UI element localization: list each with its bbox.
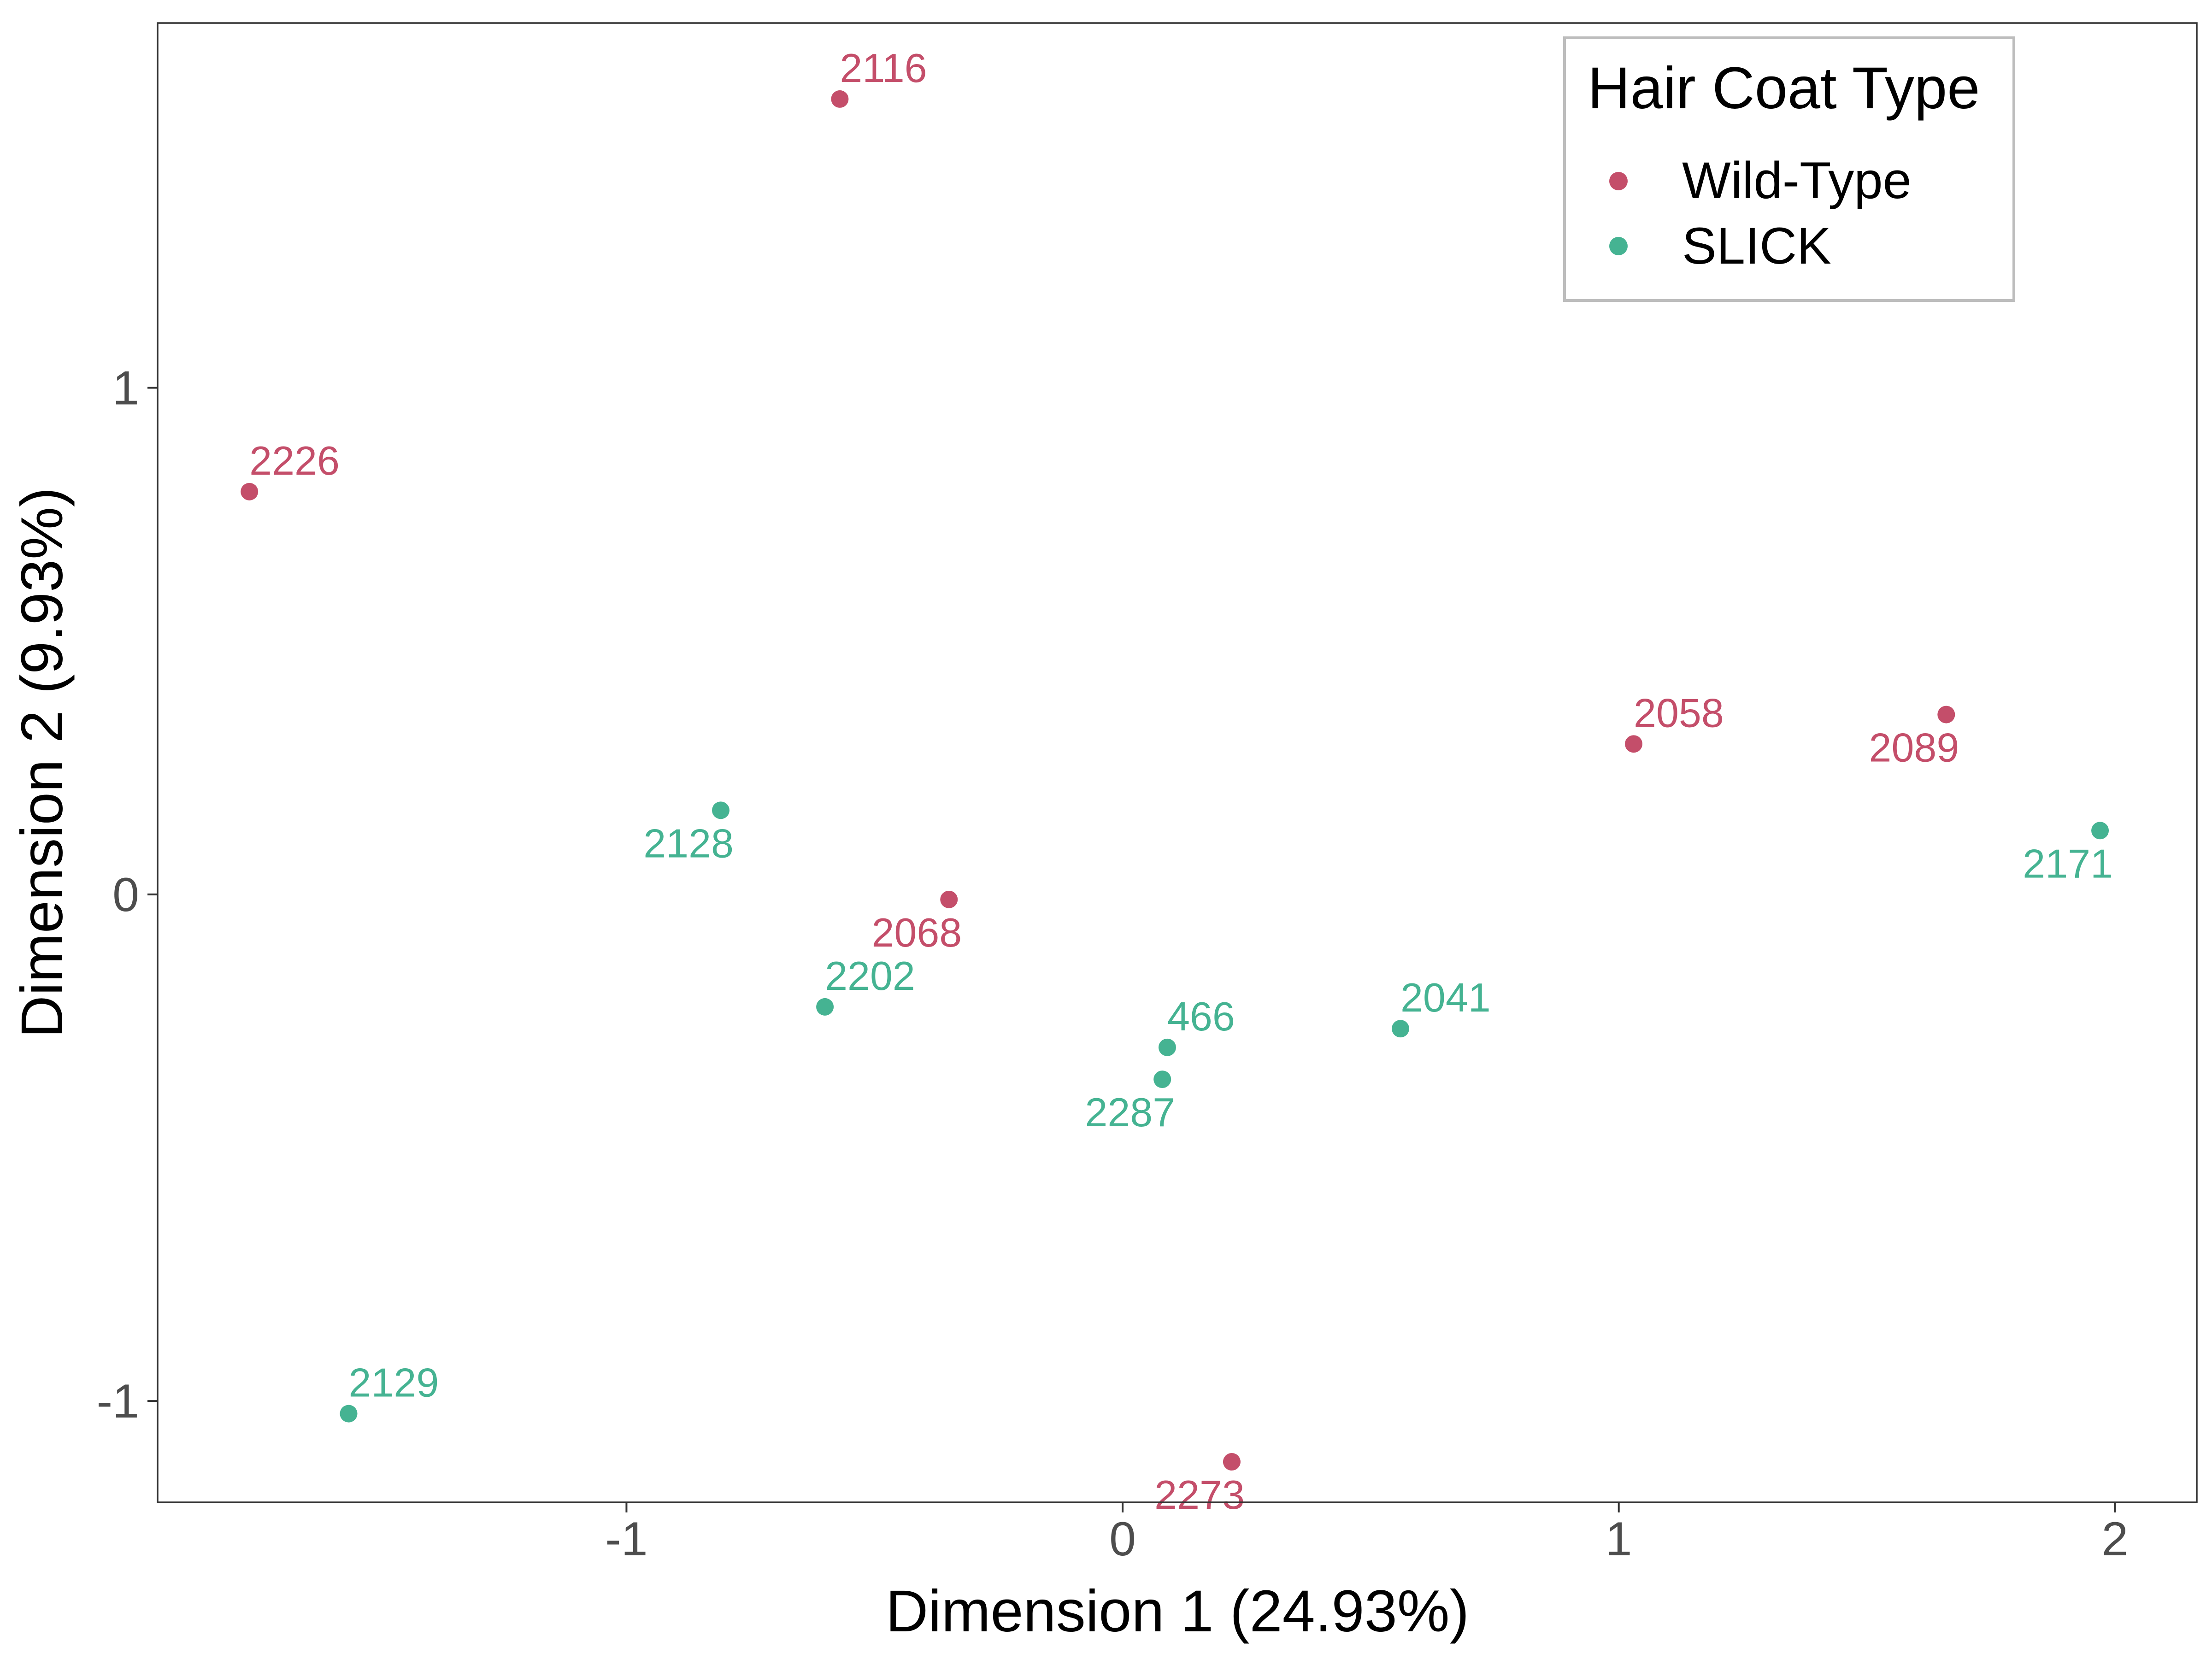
- y-axis-title: Dimension 2 (9.93%): [9, 487, 75, 1038]
- data-label-466: 466: [1167, 994, 1235, 1039]
- legend-key-wild-type: [1609, 172, 1628, 190]
- data-point-slick-2171: [2091, 822, 2109, 840]
- data-point-wild-type-2226: [241, 482, 259, 500]
- data-points: [241, 90, 2109, 1471]
- data-label-2273: 2273: [1154, 1472, 1245, 1518]
- data-label-2041: 2041: [1400, 975, 1491, 1020]
- legend-key-slick: [1609, 237, 1628, 255]
- data-point-wild-type-2273: [1223, 1453, 1241, 1471]
- x-tick-label: 0: [1109, 1512, 1136, 1566]
- data-point-slick-2202: [816, 998, 834, 1016]
- data-label-2068: 2068: [871, 910, 962, 955]
- legend-label-slick: SLICK: [1682, 217, 1831, 275]
- data-label-2202: 2202: [825, 953, 915, 999]
- data-point-slick-2041: [1391, 1020, 1409, 1038]
- y-tick-label: 0: [112, 868, 139, 922]
- data-point-slick-466: [1158, 1038, 1176, 1056]
- legend-label-wild-type: Wild-Type: [1682, 152, 1912, 209]
- y-tick-label: 1: [112, 362, 139, 415]
- data-label-2129: 2129: [349, 1360, 439, 1406]
- legend: Hair Coat Type Wild-Type SLICK: [1563, 36, 2015, 302]
- data-label-2058: 2058: [1634, 690, 1724, 735]
- axes: -1 0 1 2 -1 0 1: [97, 362, 2129, 1566]
- data-labels: 2116 2226 2058 2089 2068 2273 2128 2171 2202 466 2…: [249, 45, 2113, 1518]
- y-tick-label: -1: [97, 1375, 139, 1428]
- data-point-slick-2128: [712, 801, 729, 819]
- x-tick-label: 2: [2101, 1512, 2128, 1566]
- data-point-slick-2129: [340, 1405, 358, 1423]
- data-point-wild-type-2089: [1937, 706, 1955, 724]
- data-point-slick-2287: [1153, 1071, 1171, 1088]
- data-label-2287: 2287: [1085, 1089, 1175, 1135]
- data-label-2226: 2226: [249, 438, 340, 483]
- plot-panel-border: [157, 22, 2198, 1503]
- data-label-2128: 2128: [643, 820, 734, 866]
- data-label-2089: 2089: [1869, 725, 1959, 771]
- data-point-wild-type-2068: [940, 890, 958, 908]
- legend-box: [1563, 36, 2015, 302]
- data-label-2116: 2116: [840, 45, 927, 91]
- x-tick-label: -1: [605, 1512, 647, 1566]
- x-axis-title: Dimension 1 (24.93%): [886, 1578, 1469, 1644]
- x-tick-label: 1: [1606, 1512, 1632, 1566]
- legend-title: Hair Coat Type: [1588, 55, 1980, 121]
- data-point-wild-type-2058: [1625, 735, 1643, 753]
- data-point-wild-type-2116: [831, 90, 849, 108]
- data-label-2171: 2171: [2023, 841, 2113, 886]
